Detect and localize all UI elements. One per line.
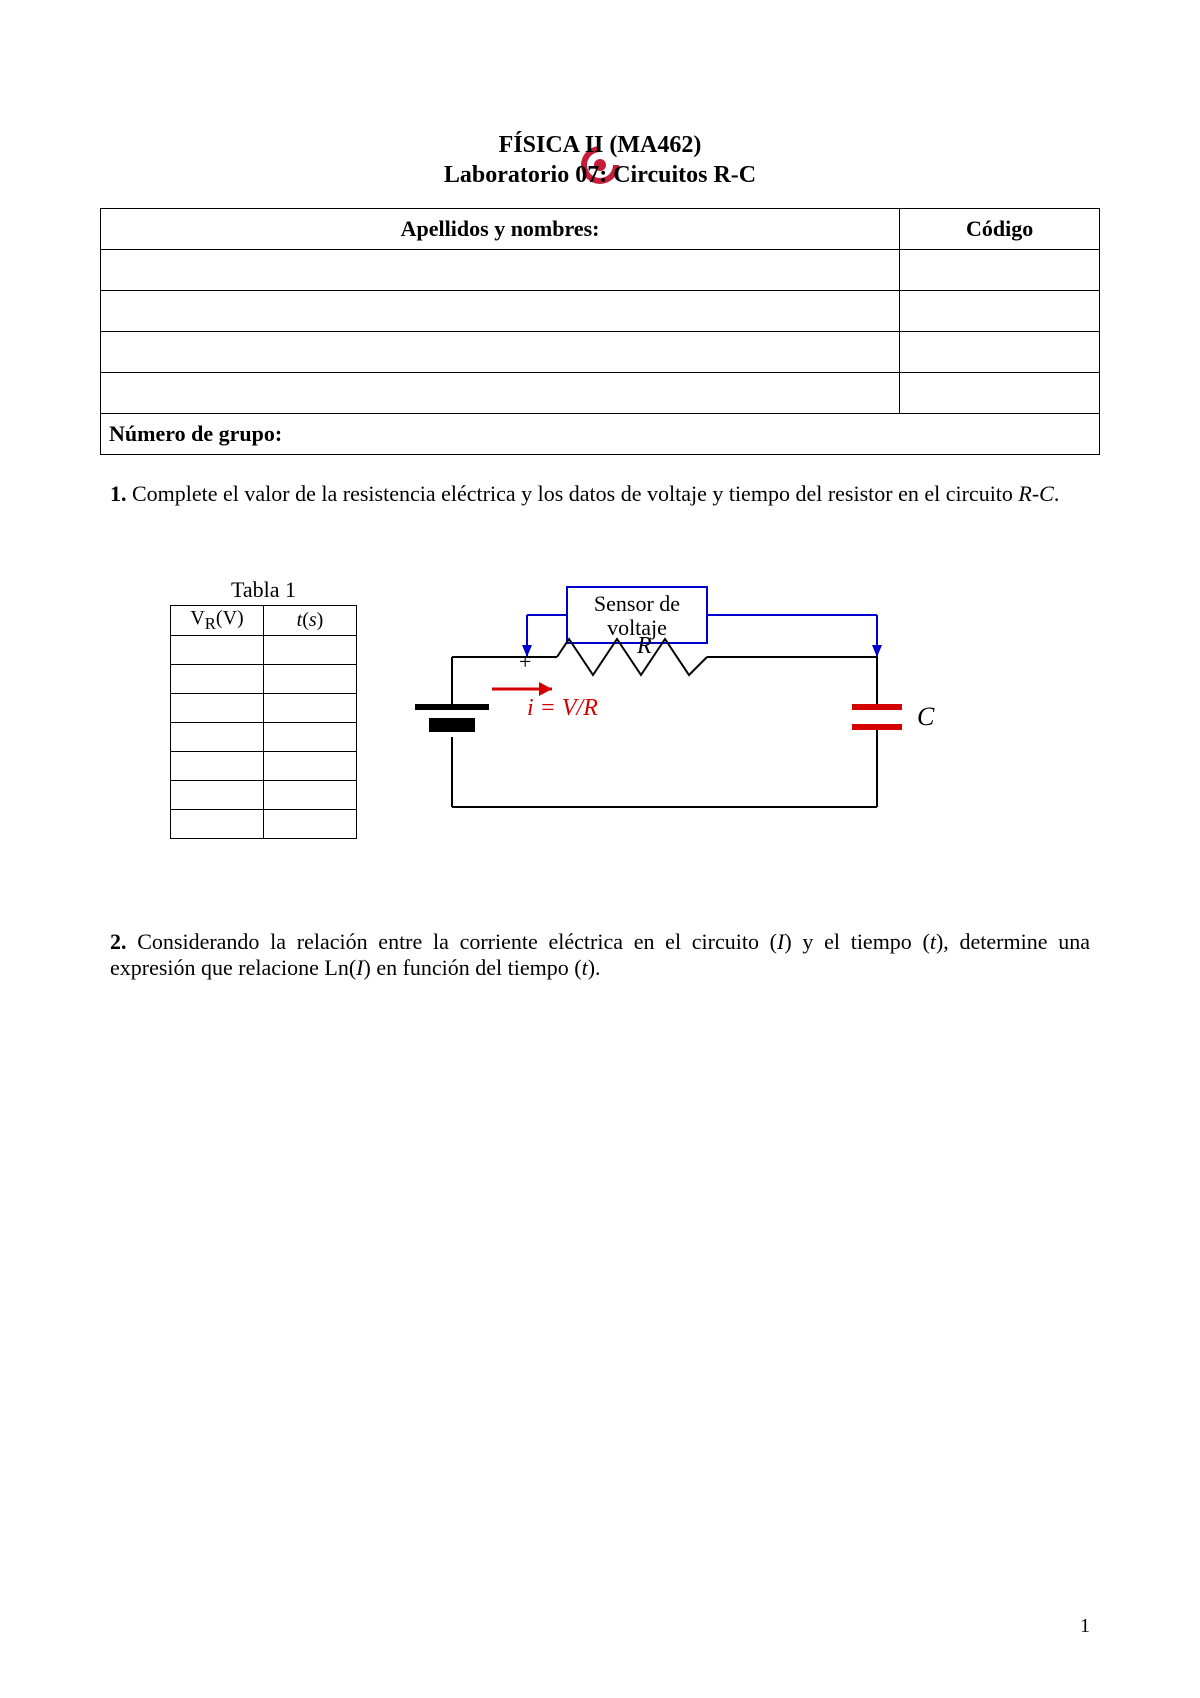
rc-circuit-diagram: Sensor de voltaje	[397, 577, 1090, 837]
r-label: R	[636, 633, 652, 659]
question-1: 1. Complete el valor de la resistencia e…	[100, 481, 1100, 507]
current-label: i = V/R	[527, 695, 598, 721]
q1-text-post: .	[1054, 481, 1060, 506]
question-2: 2. Considerando la relación entre la cor…	[100, 929, 1100, 981]
document-header: FÍSICA II (MA462) Laboratorio 07: Circui…	[100, 130, 1100, 190]
student-row[interactable]	[101, 373, 1100, 414]
names-header: Apellidos y nombres:	[101, 209, 900, 250]
plus-label: +	[519, 649, 531, 674]
c-label: C	[917, 702, 935, 731]
page: FÍSICA II (MA462) Laboratorio 07: Circui…	[0, 0, 1200, 1698]
q1-content: Tabla 1 VR(V) t(s)	[100, 577, 1100, 839]
group-number-row[interactable]: Número de grupo:	[101, 414, 1100, 455]
tabla1-col2-header: t(s)	[264, 606, 357, 636]
code-header: Código	[900, 209, 1100, 250]
course-title-num: II	[585, 132, 604, 158]
tabla1-row[interactable]	[171, 636, 357, 665]
q2-text-pre: Considerando la relación entre la corrie…	[127, 929, 778, 954]
course-code: (MA462)	[603, 132, 701, 158]
page-number: 1	[1080, 1615, 1090, 1638]
q2-number: 2.	[110, 929, 127, 954]
q1-rc: R-C	[1018, 481, 1053, 506]
q2-mid3: ) en función del tiempo (	[364, 955, 582, 980]
group-label: Número de grupo:	[101, 414, 1100, 455]
q2-mid1: ) y el tiempo (	[784, 929, 930, 954]
student-row[interactable]	[101, 291, 1100, 332]
tabla1-title: Tabla 1	[170, 577, 357, 603]
student-row[interactable]	[101, 332, 1100, 373]
course-title-pre: FÍSICA	[499, 132, 585, 158]
q1-number: 1.	[110, 481, 127, 506]
tabla1-row[interactable]	[171, 781, 357, 810]
student-info-table: Apellidos y nombres: Código Número de gr…	[100, 208, 1100, 455]
tabla1-row[interactable]	[171, 810, 357, 839]
tabla1-row[interactable]	[171, 694, 357, 723]
lab-title: Laboratorio 07: Circuitos R-C	[444, 162, 756, 188]
sensor-label-1: Sensor de	[594, 591, 680, 616]
student-row[interactable]	[101, 250, 1100, 291]
q2-I2: I	[356, 955, 363, 980]
tabla-1: Tabla 1 VR(V) t(s)	[170, 577, 357, 839]
tabla1-row[interactable]	[171, 723, 357, 752]
q1-text-pre: Complete el valor de la resistencia eléc…	[127, 481, 1019, 506]
tabla1-col1-header: VR(V)	[171, 606, 264, 636]
q2-post: ).	[588, 955, 601, 980]
tabla1-row[interactable]	[171, 665, 357, 694]
tabla1-row[interactable]	[171, 752, 357, 781]
